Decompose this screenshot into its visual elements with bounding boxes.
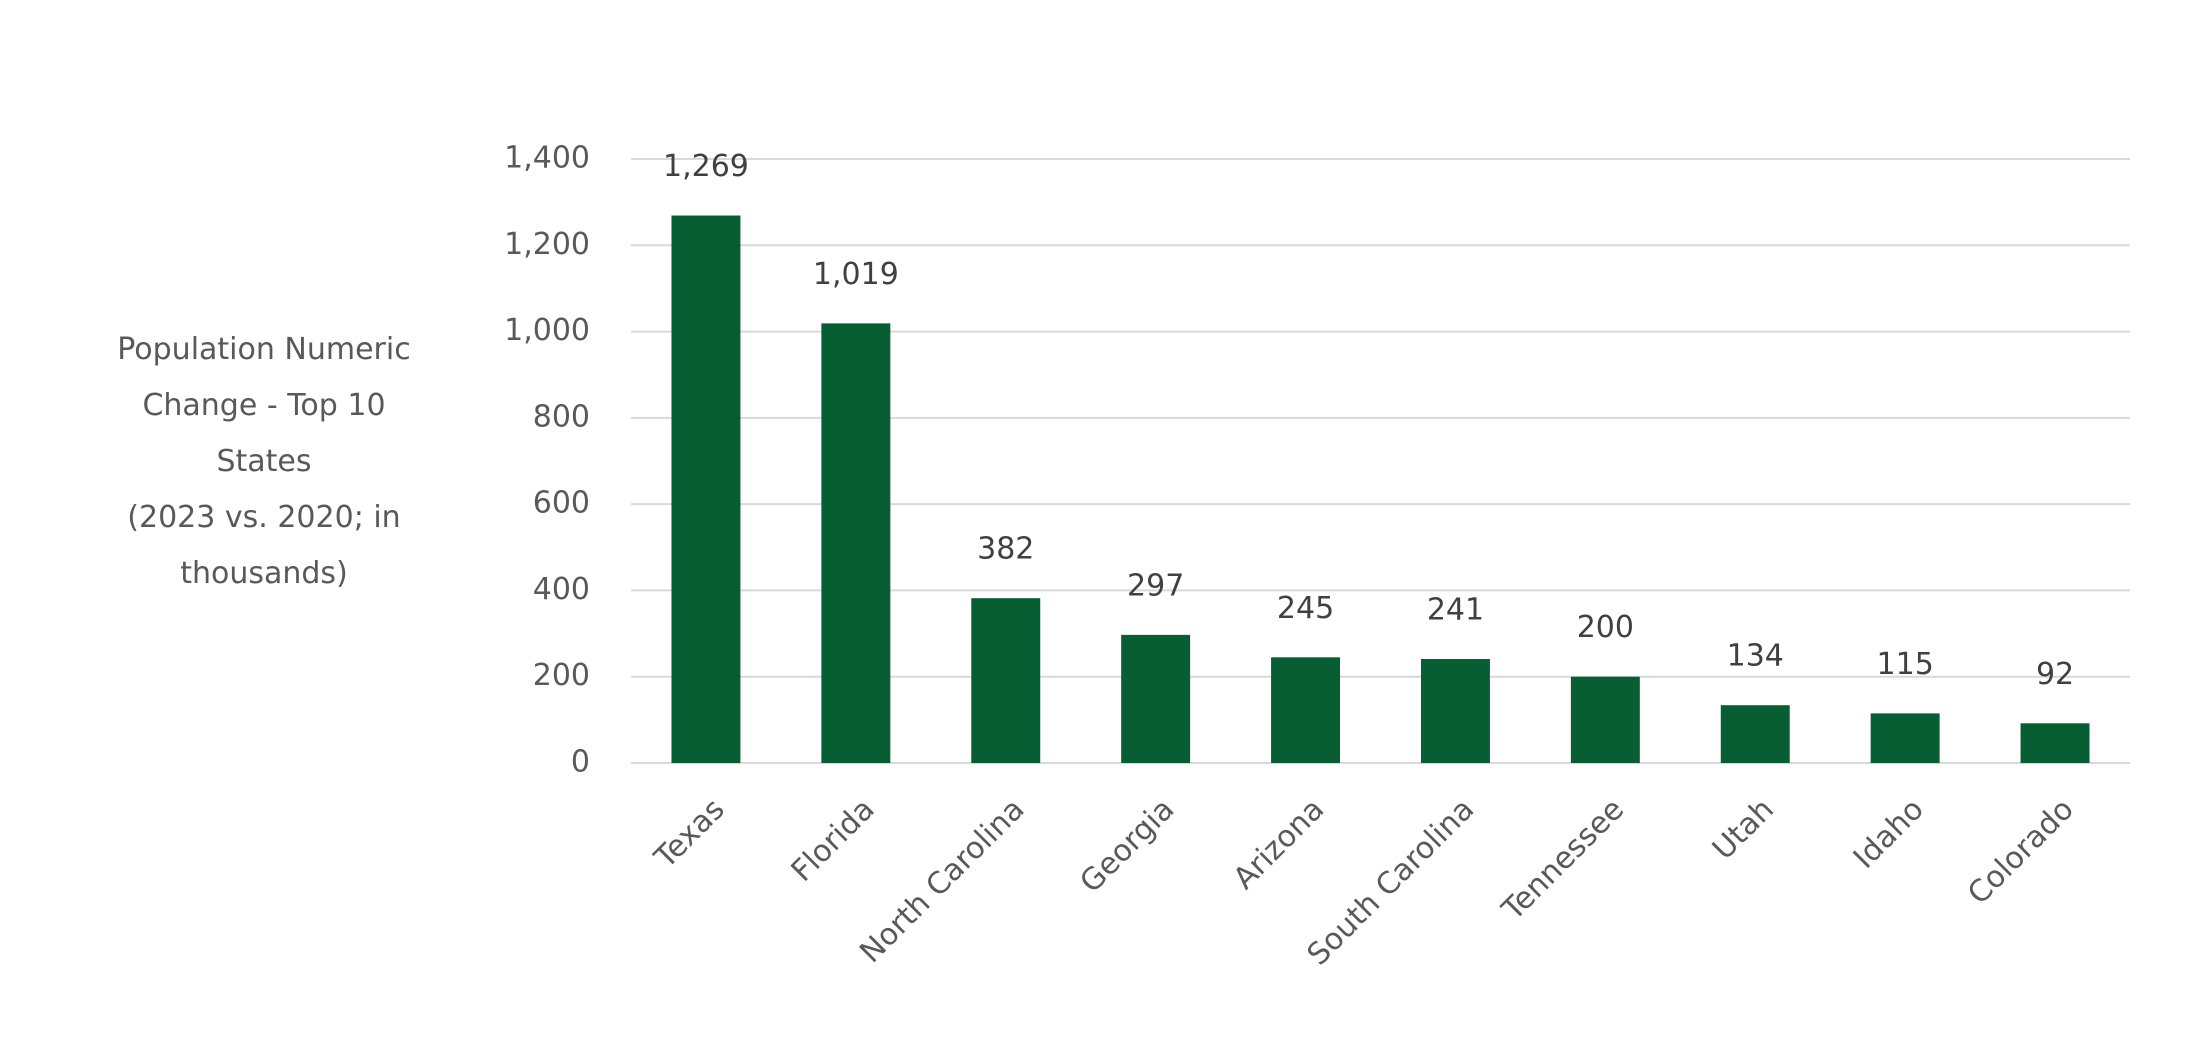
x-tick-label: North Carolina (853, 792, 1031, 970)
x-tick-label: Texas (648, 792, 732, 876)
bar (1570, 676, 1640, 763)
data-label: 115 (1877, 647, 1934, 682)
x-tick-label: Idaho (1847, 792, 1931, 876)
data-label: 297 (1127, 568, 1184, 603)
y-tick-label: 200 (533, 658, 590, 693)
data-label: 382 (977, 532, 1034, 567)
y-tick-label: 0 (571, 745, 590, 780)
data-label: 1,019 (813, 257, 899, 292)
x-tick-label: Tennessee (1495, 792, 1631, 928)
x-tick-label: Arizona (1227, 792, 1331, 896)
x-tick-label: Utah (1706, 792, 1781, 867)
y-axis-title-line: thousands) (180, 556, 348, 591)
data-label: 200 (1577, 610, 1634, 645)
x-tick-label: Georgia (1073, 792, 1181, 900)
y-tick-label: 1,400 (504, 141, 590, 176)
bar (1720, 705, 1790, 763)
bar (2020, 723, 2090, 763)
bar (1271, 657, 1341, 763)
y-axis-title-line: Change - Top 10 (142, 388, 385, 423)
data-label: 134 (1727, 639, 1784, 674)
data-label: 92 (2036, 657, 2074, 692)
bar (1420, 659, 1490, 763)
y-tick-label: 400 (533, 572, 590, 607)
bar (821, 323, 891, 763)
y-axis-title: Population Numeric Change - Top 10 States (… (117, 332, 410, 591)
bar (1870, 713, 1940, 763)
y-tick-label: 1,200 (504, 227, 590, 262)
y-axis-title-line: (2023 vs. 2020; in (127, 500, 400, 535)
bar (671, 215, 741, 763)
y-tick-label: 1,000 (504, 313, 590, 348)
y-tick-label: 600 (533, 486, 590, 521)
y-axis-title-line: States (216, 444, 311, 479)
data-label: 245 (1277, 591, 1334, 626)
x-tick-label: Colorado (1961, 792, 2081, 912)
bar (971, 598, 1041, 763)
x-tick-label: Florida (785, 792, 882, 889)
data-label: 241 (1427, 593, 1484, 628)
bar (1121, 634, 1191, 763)
y-axis-title-line: Population Numeric (117, 332, 410, 367)
y-tick-label: 800 (533, 399, 590, 434)
data-label: 1,269 (663, 149, 749, 184)
